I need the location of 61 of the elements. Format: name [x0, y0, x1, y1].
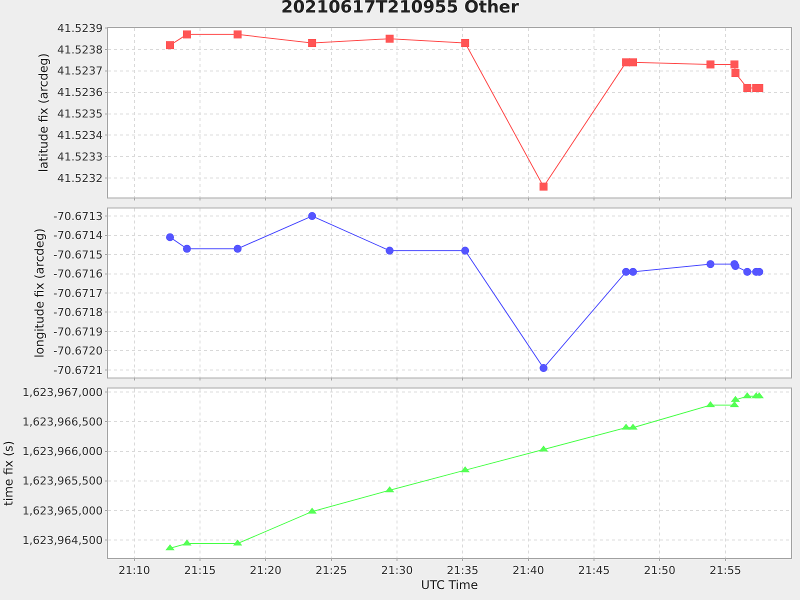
y-tick-label: 41.5232 — [57, 172, 103, 185]
point — [308, 39, 316, 48]
x-tick-label: 21:20 — [250, 564, 282, 578]
point — [308, 212, 316, 220]
x-tick-label: 21:35 — [446, 564, 478, 578]
y-tick-label: 41.5234 — [57, 129, 103, 142]
y-tick-label: 1,623,965,500 — [22, 474, 103, 488]
y-axis-title: time fix (s) — [2, 440, 16, 506]
x-axis-title: UTC Time — [421, 578, 478, 592]
point — [540, 182, 548, 191]
x-tick-label: 21:55 — [709, 564, 742, 578]
point — [386, 34, 394, 43]
x-tick-label: 21:15 — [184, 564, 216, 578]
y-tick-label: -70.6721 — [53, 364, 103, 377]
point — [461, 246, 470, 255]
point — [386, 246, 394, 255]
point — [743, 268, 752, 276]
point — [706, 60, 714, 68]
y-tick-label: -70.6716 — [53, 268, 103, 281]
y-tick-label: 41.5233 — [57, 150, 103, 164]
y-tick-label: 1,623,964,500 — [22, 534, 103, 547]
y-tick-label: 1,623,965,000 — [22, 504, 103, 518]
x-tick-label: 21:10 — [118, 564, 150, 578]
x-tick-label: 21:45 — [578, 564, 610, 578]
x-tick-label: 21:40 — [512, 564, 544, 578]
x-tick-label: 21:50 — [644, 564, 676, 578]
point — [629, 268, 637, 276]
point — [182, 30, 191, 38]
point — [706, 260, 714, 268]
point — [755, 84, 764, 92]
y-tick-label: 41.5236 — [57, 86, 103, 100]
y-tick-label: -70.6719 — [53, 325, 103, 338]
point — [234, 244, 242, 253]
y-tick-label: -70.6713 — [53, 210, 103, 223]
y-tick-label: 1,623,967,000 — [22, 386, 103, 399]
y-tick-label: -70.6718 — [53, 306, 103, 320]
y-axis-title: longitude fix (arcdeg) — [32, 228, 47, 358]
point — [234, 30, 242, 38]
y-tick-label: 41.5238 — [57, 43, 103, 56]
point — [731, 69, 740, 78]
point — [166, 233, 174, 242]
point — [166, 41, 174, 50]
point — [540, 364, 548, 372]
point — [743, 84, 752, 92]
y-tick-label: -70.6720 — [53, 344, 103, 358]
y-tick-label: 1,623,966,500 — [22, 416, 103, 429]
point — [182, 244, 191, 253]
y-axis-title: latitude fix (arcdeg) — [36, 53, 51, 172]
point — [622, 268, 630, 276]
point — [730, 60, 738, 68]
x-tick-label: 21:25 — [315, 564, 348, 578]
y-tick-label: 41.5235 — [57, 108, 103, 121]
y-tick-label: 41.5237 — [57, 64, 103, 78]
point — [629, 58, 637, 66]
y-tick-label: 1,623,966,000 — [22, 445, 103, 458]
x-tick-label: 21:30 — [381, 564, 413, 578]
y-tick-label: 41.5239 — [57, 22, 103, 35]
y-tick-label: -70.6714 — [53, 229, 103, 242]
y-tick-label: -70.6717 — [53, 286, 103, 300]
point — [461, 39, 470, 48]
y-tick-label: -70.6715 — [53, 248, 103, 262]
